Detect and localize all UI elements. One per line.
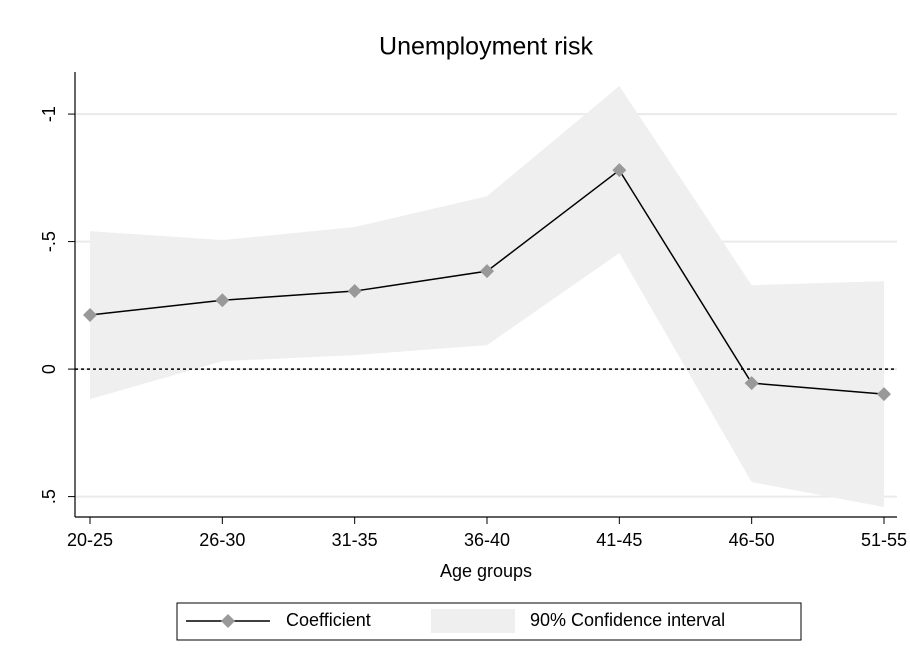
y-tick-label: -1 (39, 106, 59, 122)
confidence-band (90, 86, 884, 508)
x-tick-label: 20-25 (67, 530, 113, 550)
x-axis-title: Age groups (440, 561, 532, 581)
legend-label: 90% Confidence interval (530, 610, 725, 630)
x-tick-label: 41-45 (596, 530, 642, 550)
coefficient-marker (83, 308, 97, 323)
x-tick-label: 46-50 (729, 530, 775, 550)
x-tick-label: 26-30 (199, 530, 245, 550)
y-tick-label: .5 (39, 489, 59, 504)
x-tick-label: 36-40 (464, 530, 510, 550)
x-tick-label: 31-35 (332, 530, 378, 550)
x-tick-label: 51-55 (861, 530, 907, 550)
coefficient-marker (480, 264, 494, 279)
coefficient-marker (215, 293, 230, 308)
coefficient-marker (612, 163, 627, 178)
coefficient-marker (744, 376, 759, 391)
legend-label: Coefficient (286, 610, 371, 630)
chart-title: Unemployment risk (379, 33, 593, 61)
legend-marker (221, 614, 235, 628)
y-tick-label: 0 (39, 364, 59, 374)
coefficient-marker (877, 387, 891, 402)
legend-swatch (431, 609, 515, 633)
y-tick-label: -.5 (39, 231, 59, 252)
coefficient-marker (347, 284, 362, 299)
